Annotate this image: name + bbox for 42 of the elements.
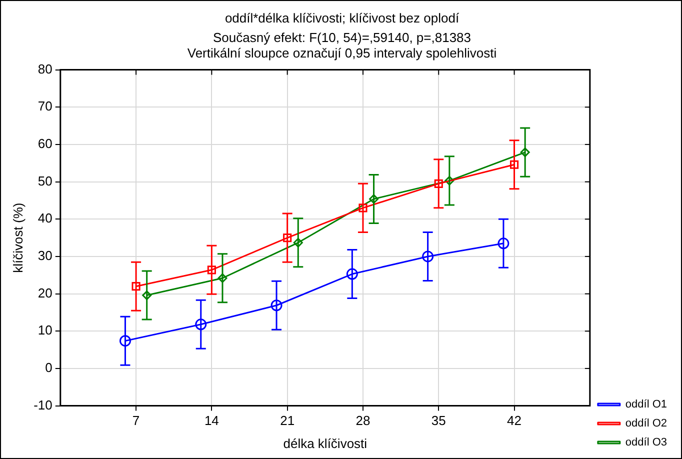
- text: Vertikální sloupce označují 0,95 intervaly spolehlivosti: [187, 46, 497, 61]
- point: [520, 148, 530, 158]
- point: [358, 204, 368, 212]
- x-tick-label: 28: [356, 413, 370, 428]
- legend-label: oddíl O2: [625, 418, 668, 430]
- point: [283, 234, 292, 242]
- x-tick-label: 21: [280, 413, 295, 428]
- y-tick-label: 50: [38, 173, 52, 188]
- point: [270, 300, 282, 312]
- x-tick-label: 7: [132, 413, 140, 428]
- y-axis-title: klíčivost (%): [10, 202, 26, 273]
- x-axis-title: délka klíčivosti: [283, 436, 368, 451]
- point: [293, 238, 303, 248]
- point: [207, 266, 216, 274]
- point: [346, 268, 358, 280]
- x-tick-label: 35: [431, 413, 446, 428]
- y-tick-label: -10: [34, 397, 52, 412]
- legend-label: oddíl O3: [625, 436, 668, 449]
- point: [422, 250, 434, 262]
- point: [119, 335, 131, 347]
- point: [195, 318, 207, 330]
- point: [369, 194, 379, 204]
- point: [510, 160, 519, 169]
- y-tick-label: 40: [38, 210, 52, 226]
- chart-subtitle: Současný efekt: F(10, 54)=,59140, p=,81383: [212, 30, 472, 45]
- point: [434, 179, 443, 188]
- x-tick-label: 14: [204, 413, 219, 428]
- y-tick-label: 30: [38, 248, 52, 264]
- legend-label: oddíl O1: [625, 398, 668, 411]
- y-tick-label: 70: [38, 98, 52, 114]
- point: [498, 238, 510, 250]
- chart-title: oddíl*délka klíčivosti; klíčivost bez oplodí: [224, 10, 460, 26]
- x-tick-label: 42: [507, 413, 522, 428]
- point: [142, 290, 152, 300]
- y-tick-label: 0: [45, 360, 52, 376]
- point: [132, 282, 140, 291]
- y-tick-label: 10: [38, 322, 52, 338]
- point: [444, 176, 454, 186]
- point: [218, 273, 228, 283]
- y-tick-label: 80: [38, 61, 52, 76]
- y-tick-label: 20: [38, 285, 52, 300]
- y-tick-label: 60: [38, 136, 52, 152]
